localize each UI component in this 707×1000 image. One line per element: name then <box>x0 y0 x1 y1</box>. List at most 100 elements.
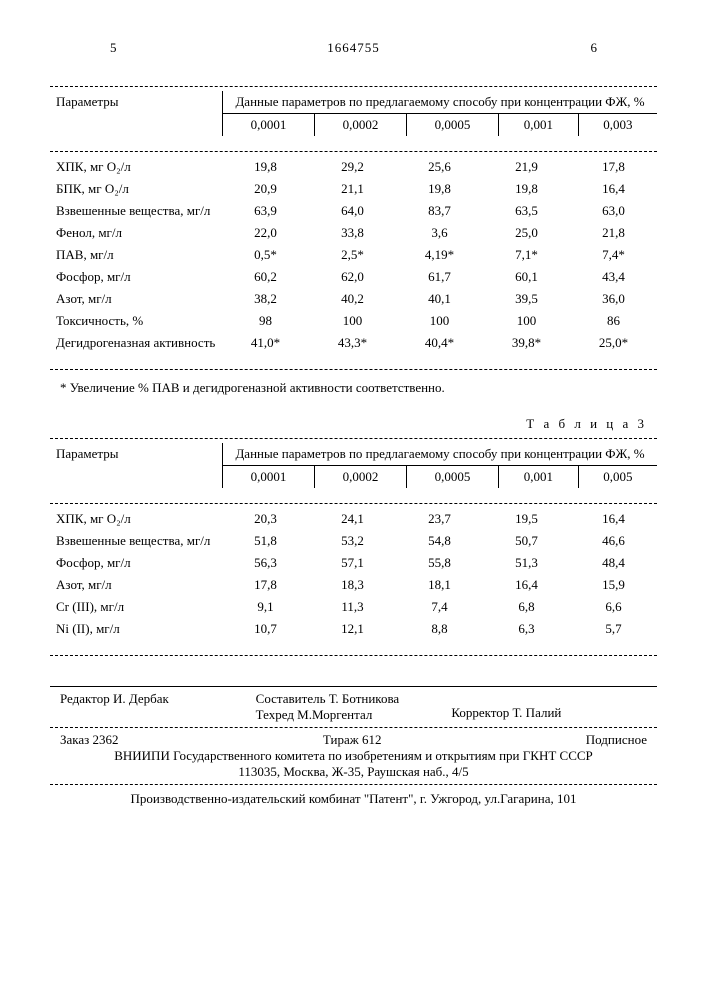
param-label: Фосфор, мг/л <box>50 266 222 288</box>
value-cell: 86 <box>570 310 657 332</box>
value-cell: 9,1 <box>222 596 309 618</box>
divider <box>50 86 657 87</box>
table-2-title: Т а б л и ц а 3 <box>50 416 647 432</box>
value-cell: 33,8 <box>309 222 396 244</box>
value-cell: 8,8 <box>396 618 483 640</box>
value-cell: 64,0 <box>309 200 396 222</box>
param-label: Азот, мг/л <box>50 288 222 310</box>
value-cell: 48,4 <box>570 552 657 574</box>
concentration-header: 0,001 <box>498 114 578 137</box>
value-cell: 100 <box>483 310 570 332</box>
value-cell: 51,3 <box>483 552 570 574</box>
value-cell: 22,0 <box>222 222 309 244</box>
param-label: Ni (II), мг/л <box>50 618 222 640</box>
value-cell: 16,4 <box>570 178 657 200</box>
page-num-right: 6 <box>531 40 658 56</box>
value-cell: 5,7 <box>570 618 657 640</box>
value-cell: 41,0* <box>222 332 309 354</box>
table-row: Азот, мг/л17,818,318,116,415,9 <box>50 574 657 596</box>
addr: 113035, Москва, Ж-35, Раушская наб., 4/5 <box>50 764 657 780</box>
param-label: ХПК, мг O₂/л <box>50 156 222 178</box>
table-row: БПК, мг O₂/л20,921,119,819,816,4 <box>50 178 657 200</box>
param-label: Взвешенные вещества, мг/л <box>50 530 222 552</box>
value-cell: 6,3 <box>483 618 570 640</box>
value-cell: 17,8 <box>570 156 657 178</box>
subscr: Подписное <box>586 732 647 748</box>
value-cell: 12,1 <box>309 618 396 640</box>
table-row: Ni (II), мг/л10,712,18,86,35,7 <box>50 618 657 640</box>
table-row: Взвешенные вещества, мг/л63,964,083,763,… <box>50 200 657 222</box>
patent-number: 1664755 <box>267 40 440 56</box>
value-cell: 19,8 <box>396 178 483 200</box>
value-cell: 11,3 <box>309 596 396 618</box>
param-label: Взвешенные вещества, мг/л <box>50 200 222 222</box>
concentration-header: 0,0001 <box>223 114 315 137</box>
value-cell: 21,8 <box>570 222 657 244</box>
value-cell: 53,2 <box>309 530 396 552</box>
value-cell: 60,1 <box>483 266 570 288</box>
value-cell: 63,5 <box>483 200 570 222</box>
editor: Редактор И. Дербак <box>60 691 256 723</box>
table-2-body: ХПК, мг O₂/л20,324,123,719,516,4Взвешенн… <box>50 508 657 640</box>
page-num-left: 5 <box>50 40 177 56</box>
divider <box>50 655 657 656</box>
value-cell: 19,8 <box>222 156 309 178</box>
value-cell: 25,0* <box>570 332 657 354</box>
table-row: Дегидрогеназная активность41,0*43,3*40,4… <box>50 332 657 354</box>
divider <box>50 686 657 687</box>
value-cell: 6,8 <box>483 596 570 618</box>
value-cell: 39,8* <box>483 332 570 354</box>
footnote: * Увеличение % ПАВ и дегидрогеназной акт… <box>60 380 657 396</box>
value-cell: 0,5* <box>222 244 309 266</box>
order: Заказ 2362 <box>60 732 119 748</box>
param-label: Токсичность, % <box>50 310 222 332</box>
value-cell: 7,4* <box>570 244 657 266</box>
concentration-header: 0,0005 <box>406 466 498 489</box>
value-cell: 6,6 <box>570 596 657 618</box>
value-cell: 19,8 <box>483 178 570 200</box>
concentration-header: 0,003 <box>578 114 657 137</box>
value-cell: 63,9 <box>222 200 309 222</box>
concentration-header: 0,001 <box>498 466 578 489</box>
param-label: Дегидрогеназная активность <box>50 332 222 354</box>
data-header: Данные параметров по предлагаемому спосо… <box>223 91 658 114</box>
table-row: ХПК, мг O₂/л20,324,123,719,516,4 <box>50 508 657 530</box>
page-header: 5 1664755 6 <box>50 40 657 56</box>
value-cell: 7,1* <box>483 244 570 266</box>
value-cell: 3,6 <box>396 222 483 244</box>
data-header: Данные параметров по предлагаемому спосо… <box>223 443 658 466</box>
value-cell: 61,7 <box>396 266 483 288</box>
param-label: Фенол, мг/л <box>50 222 222 244</box>
value-cell: 40,1 <box>396 288 483 310</box>
value-cell: 46,6 <box>570 530 657 552</box>
value-cell: 43,3* <box>309 332 396 354</box>
param-label: БПК, мг O₂/л <box>50 178 222 200</box>
prod: Производственно-издательский комбинат "П… <box>50 791 657 807</box>
value-cell: 100 <box>396 310 483 332</box>
value-cell: 29,2 <box>309 156 396 178</box>
concentration-header: 0,0005 <box>406 114 498 137</box>
concentration-header: 0,0001 <box>223 466 315 489</box>
divider <box>50 369 657 370</box>
table-row: ПАВ, мг/л0,5*2,5*4,19*7,1*7,4* <box>50 244 657 266</box>
table-row: Фосфор, мг/л60,262,061,760,143,4 <box>50 266 657 288</box>
value-cell: 40,2 <box>309 288 396 310</box>
value-cell: 63,0 <box>570 200 657 222</box>
table-row: ХПК, мг O₂/л19,829,225,621,917,8 <box>50 156 657 178</box>
divider <box>50 151 657 152</box>
value-cell: 16,4 <box>483 574 570 596</box>
value-cell: 51,8 <box>222 530 309 552</box>
param-header: Параметры <box>50 91 223 136</box>
value-cell: 10,7 <box>222 618 309 640</box>
value-cell: 62,0 <box>309 266 396 288</box>
value-cell: 36,0 <box>570 288 657 310</box>
value-cell: 20,3 <box>222 508 309 530</box>
corrector: Корректор Т. Палий <box>451 691 647 723</box>
value-cell: 20,9 <box>222 178 309 200</box>
value-cell: 18,3 <box>309 574 396 596</box>
divider <box>50 503 657 504</box>
value-cell: 23,7 <box>396 508 483 530</box>
value-cell: 4,19* <box>396 244 483 266</box>
value-cell: 16,4 <box>570 508 657 530</box>
table-row: Токсичность, %9810010010086 <box>50 310 657 332</box>
